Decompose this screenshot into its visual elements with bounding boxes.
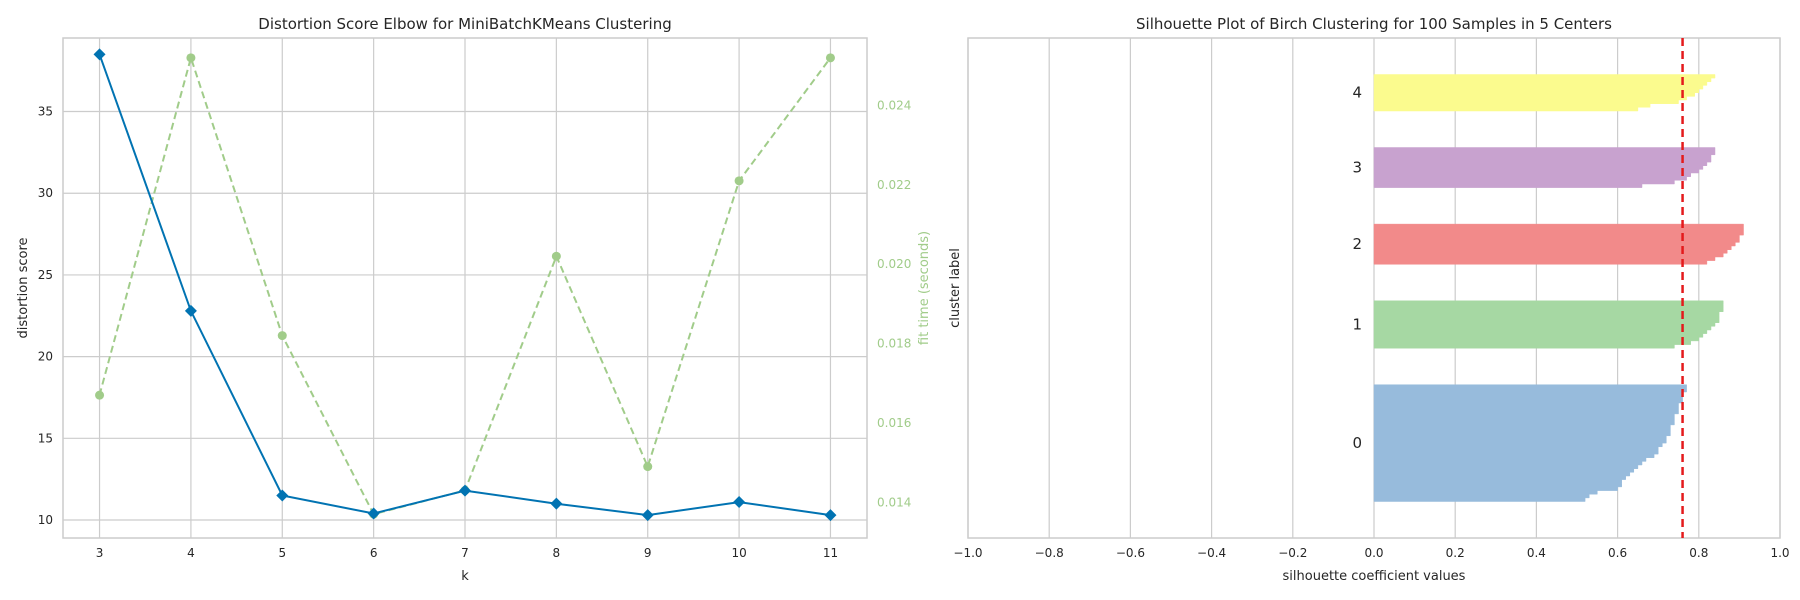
elbow-y2-axis-label: fit time (seconds) <box>917 231 932 345</box>
elbow-x-axis-label: k <box>461 569 469 584</box>
elbow-y-axis-label: distortion score <box>16 238 31 339</box>
elbow-x-tick-label: 8 <box>553 546 561 560</box>
fit-time-point <box>95 390 105 400</box>
elbow-title: Distortion Score Elbow for MiniBatchKMea… <box>258 15 671 33</box>
silhouette-tick-labels: −1.0 −0.8 −0.6 −0.4 −0.2 0.0 0.2 0.4 0.6 0.8 1.0 0 1… <box>953 84 1789 560</box>
cluster-label-0: 0 <box>1352 434 1362 452</box>
fit-time-point <box>277 331 287 341</box>
elbow-x-tick-label: 6 <box>370 546 378 560</box>
cluster-2-silhouette <box>1373 223 1744 265</box>
fit-time-point <box>186 53 196 63</box>
distortion-point <box>184 304 197 317</box>
silhouette-plot-frame <box>967 37 1781 539</box>
elbow-x-tick-label: 3 <box>96 546 104 560</box>
cluster-label-3: 3 <box>1352 159 1362 177</box>
elbow-y-tick-label: 10 <box>38 513 53 527</box>
silhouette-x-tick-label: −0.8 <box>1035 546 1064 560</box>
elbow-x-tick-label: 7 <box>461 546 469 560</box>
fit-time-point <box>825 53 835 63</box>
silhouette-x-tick-label: −0.4 <box>1197 546 1226 560</box>
elbow-x-tick-label: 4 <box>187 546 195 560</box>
silhouette-clusters <box>1373 74 1744 502</box>
cluster-1-silhouette <box>1373 300 1724 349</box>
silhouette-title: Silhouette Plot of Birch Clustering for … <box>1136 15 1612 33</box>
distortion-point <box>367 507 380 520</box>
elbow-y-tick-label: 35 <box>38 105 53 119</box>
distortion-point <box>641 509 654 522</box>
elbow-y-tick-label: 15 <box>38 431 53 445</box>
elbow-gridlines <box>63 38 867 538</box>
fit-time-point <box>643 462 653 472</box>
elbow-y-tick-label: 25 <box>38 268 53 282</box>
elbow-x-tick-label: 11 <box>823 546 838 560</box>
cluster-3-silhouette <box>1373 147 1716 188</box>
elbow-chart: 3 4 5 6 7 8 9 10 11 10 15 20 25 30 35 0.014 0.016 0.018 0.… <box>16 15 932 584</box>
silhouette-x-tick-label: 0.6 <box>1608 546 1627 560</box>
elbow-x-tick-label: 10 <box>731 546 746 560</box>
elbow-x-tick-label: 5 <box>278 546 286 560</box>
elbow-y2-tick-label: 0.020 <box>877 257 911 271</box>
distortion-point <box>459 484 471 497</box>
silhouette-x-tick-label: 0.2 <box>1446 546 1465 560</box>
elbow-y-tick-label: 20 <box>38 350 53 364</box>
elbow-y2-tick-label: 0.022 <box>877 178 911 192</box>
elbow-y2-tick-label: 0.018 <box>877 337 911 351</box>
silhouette-x-tick-label: −0.6 <box>1116 546 1145 560</box>
cluster-label-1: 1 <box>1352 315 1362 333</box>
fit-time-point <box>734 176 744 186</box>
cluster-4-silhouette <box>1373 74 1716 112</box>
distortion-point <box>733 496 746 509</box>
distortion-point <box>824 509 837 522</box>
silhouette-x-axis-label: silhouette coefficient values <box>1283 569 1466 584</box>
silhouette-y-axis-label: cluster label <box>948 248 963 328</box>
silhouette-x-tick-label: 0.8 <box>1689 546 1708 560</box>
elbow-plot-frame <box>62 37 868 539</box>
elbow-x-tick-label: 9 <box>644 546 652 560</box>
silhouette-x-tick-label: 0.4 <box>1527 546 1546 560</box>
distortion-point <box>550 497 563 510</box>
cluster-0-silhouette <box>1373 384 1687 502</box>
cluster-label-4: 4 <box>1352 84 1362 102</box>
distortion-point <box>93 48 106 61</box>
cluster-label-2: 2 <box>1352 235 1362 253</box>
silhouette-chart: −1.0 −0.8 −0.6 −0.4 −0.2 0.0 0.2 0.4 0.6 0.8 1.0 0 1… <box>948 15 1790 584</box>
elbow-y2-tick-label: 0.016 <box>877 416 911 430</box>
silhouette-x-tick-label: −1.0 <box>953 546 982 560</box>
distortion-point <box>276 489 289 502</box>
fit-time-point <box>551 251 561 261</box>
elbow-tick-labels: 3 4 5 6 7 8 9 10 11 10 15 20 25 30 35 0.014 0.016 0.018 0.… <box>38 98 912 560</box>
silhouette-x-tick-label: 1.0 <box>1770 546 1789 560</box>
elbow-y2-tick-label: 0.024 <box>877 98 911 112</box>
silhouette-x-tick-label: 0.0 <box>1364 546 1383 560</box>
elbow-y-tick-label: 30 <box>38 186 53 200</box>
silhouette-x-tick-label: −0.2 <box>1278 546 1307 560</box>
elbow-y2-tick-label: 0.014 <box>877 495 911 509</box>
distortion-series <box>93 48 837 522</box>
